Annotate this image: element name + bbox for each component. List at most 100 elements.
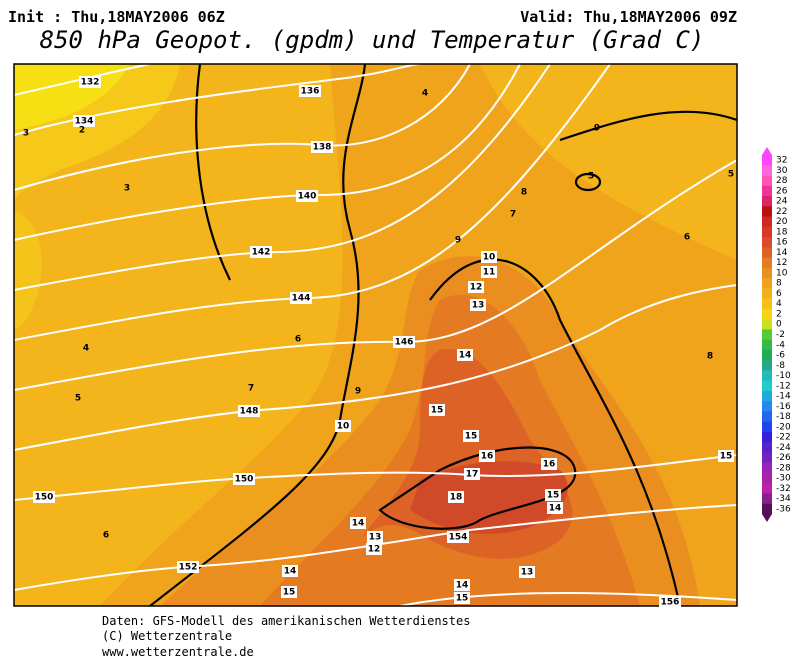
geopot-label: 138 bbox=[313, 143, 332, 153]
temp-label: 6 bbox=[295, 335, 301, 345]
geopot-label-box bbox=[238, 405, 260, 417]
legend-swatch bbox=[762, 431, 772, 443]
legend-label: -2 bbox=[776, 330, 785, 340]
legend-label: -18 bbox=[776, 412, 791, 422]
legend-swatch bbox=[762, 257, 772, 269]
geopot-label-box bbox=[233, 473, 255, 485]
geopot-label-box bbox=[299, 85, 321, 97]
geopot-label: 156 bbox=[661, 598, 680, 608]
legend-swatch bbox=[762, 226, 772, 238]
temp-label: 5 bbox=[75, 394, 81, 404]
temp-label: 14 bbox=[549, 504, 562, 514]
legend-swatch bbox=[762, 483, 772, 494]
geopot-label-box bbox=[79, 76, 101, 88]
footer-copyright: (C) Wetterzentrale bbox=[102, 629, 232, 643]
legend-label: 20 bbox=[776, 217, 788, 227]
legend-label: -34 bbox=[776, 494, 791, 504]
temp-label: 6 bbox=[684, 233, 690, 243]
legend-label: -6 bbox=[776, 351, 785, 361]
footer-source: Daten: GFS-Modell des amerikanischen Wet… bbox=[102, 614, 470, 628]
geopot-label: 136 bbox=[301, 87, 320, 97]
legend-label: 16 bbox=[776, 238, 788, 248]
temp-label: 5 bbox=[728, 170, 734, 180]
geopot-label: 154 bbox=[449, 533, 468, 543]
legend-swatch bbox=[762, 206, 772, 218]
temp-label-box bbox=[454, 579, 470, 591]
temp-label: 4 bbox=[422, 89, 428, 99]
temp-label-box bbox=[718, 450, 734, 462]
legend-swatch bbox=[762, 452, 772, 464]
temp-label: 7 bbox=[510, 210, 516, 220]
temp-label: 13 bbox=[472, 301, 485, 311]
legend-swatch bbox=[762, 185, 772, 197]
temp-label: 17 bbox=[466, 470, 479, 480]
legend-swatch bbox=[762, 216, 772, 228]
geopot-label-box bbox=[311, 141, 333, 153]
legend-label: 24 bbox=[776, 197, 788, 207]
temp-label: 14 bbox=[459, 351, 472, 361]
legend-swatch bbox=[762, 165, 772, 177]
init-time: Init : Thu,18MAY2006 06Z bbox=[8, 8, 225, 26]
temp-label-box bbox=[545, 489, 561, 501]
legend-swatch bbox=[762, 503, 772, 515]
temp-label-box bbox=[429, 404, 445, 416]
legend-label: 28 bbox=[776, 176, 788, 186]
legend-label: -24 bbox=[776, 443, 791, 453]
legend-swatch bbox=[762, 247, 772, 259]
legend-swatch bbox=[762, 493, 772, 505]
temp-label-box bbox=[282, 565, 298, 577]
legend-swatch bbox=[762, 237, 772, 248]
legend-label: -30 bbox=[776, 474, 791, 484]
legend-swatch bbox=[762, 421, 772, 433]
legend-swatch bbox=[762, 288, 772, 300]
temp-label: 14 bbox=[284, 567, 297, 577]
geopot-label: 146 bbox=[395, 338, 414, 348]
temp-label-box bbox=[481, 266, 497, 278]
legend-swatch bbox=[762, 319, 772, 330]
temp-label: 15 bbox=[720, 452, 733, 462]
legend-label: 4 bbox=[776, 299, 782, 309]
legend-label: 12 bbox=[776, 258, 787, 268]
legend-label: 30 bbox=[776, 166, 788, 176]
temp-label: 8 bbox=[521, 188, 527, 198]
geopot-label: 150 bbox=[235, 475, 254, 485]
legend-swatch bbox=[762, 370, 772, 382]
temp-label: 15 bbox=[456, 594, 469, 604]
legend-label: 32 bbox=[776, 156, 787, 166]
legend-label: 14 bbox=[776, 248, 788, 258]
geopot-label: 140 bbox=[298, 192, 317, 202]
temp-label: 15 bbox=[431, 406, 444, 416]
geopot-label-box bbox=[296, 190, 318, 202]
legend-swatch bbox=[762, 308, 772, 320]
temp-label-box bbox=[464, 468, 480, 480]
legend-swatch bbox=[762, 298, 772, 310]
map-frame bbox=[13, 63, 738, 607]
temp-label: 13 bbox=[369, 533, 382, 543]
geopot-label-box bbox=[659, 596, 681, 608]
temp-label-box bbox=[468, 281, 484, 293]
temp-label: 5 bbox=[588, 172, 594, 182]
geopot-label: 152 bbox=[179, 563, 198, 573]
legend-swatch bbox=[762, 360, 772, 371]
geopot-label: 134 bbox=[75, 117, 94, 127]
legend-label: 2 bbox=[776, 309, 782, 319]
legend-arrow-top bbox=[762, 147, 772, 155]
geopot-label: 132 bbox=[81, 78, 100, 88]
temp-label: 18 bbox=[450, 493, 463, 503]
geopot-label-box bbox=[250, 246, 272, 258]
temp-label-box bbox=[470, 299, 486, 311]
legend-swatch bbox=[762, 442, 772, 453]
geopot-label-box bbox=[290, 292, 312, 304]
temp-label: 15 bbox=[547, 491, 560, 501]
temp-label: 6 bbox=[103, 531, 109, 541]
legend-label: 26 bbox=[776, 186, 788, 196]
legend-swatch bbox=[762, 472, 772, 484]
temp-label: 15 bbox=[283, 588, 296, 598]
legend-label: 10 bbox=[776, 268, 788, 278]
geopot-label-box bbox=[33, 491, 55, 503]
legend-swatch bbox=[762, 380, 772, 392]
temp-label: 4 bbox=[83, 344, 89, 354]
legend-label: -12 bbox=[776, 381, 791, 391]
temp-label: 9 bbox=[355, 387, 361, 397]
